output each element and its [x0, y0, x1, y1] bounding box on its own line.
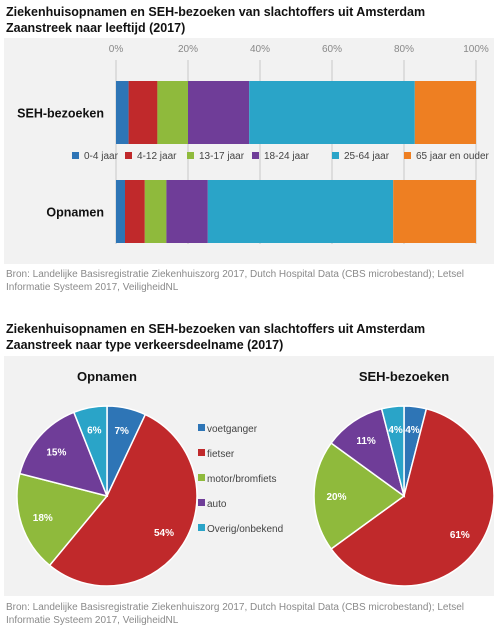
legend-swatch-13-17-jaar: [187, 152, 194, 159]
chart2-title-line2: Zaanstreek naar type verkeersdeelname (2…: [6, 338, 284, 352]
bar-segment-seh-bezoeken-4-12-jaar: [128, 81, 158, 144]
legend-label-fietser: fietser: [207, 449, 235, 460]
legend-swatch-auto: [198, 499, 205, 506]
legend-label-13-17-jaar: 13-17 jaar: [199, 151, 245, 162]
legend-swatch-fietser: [198, 449, 205, 456]
legend-swatch-voetganger: [198, 424, 205, 431]
legend-label-0-4-jaar: 0-4 jaar: [84, 151, 119, 162]
x-tick-label: 80%: [394, 44, 414, 55]
legend-swatch-18-24-jaar: [252, 152, 259, 159]
chart2-source-line2: Informatie Systeem 2017, VeiligheidNL: [6, 615, 179, 626]
category-label-seh-bezoeken: SEH-bezoeken: [17, 107, 104, 121]
x-tick-label: 40%: [250, 44, 270, 55]
legend-swatch-0-4-jaar: [72, 152, 79, 159]
legend-label-overig-onbekend: Overig/onbekend: [207, 524, 283, 535]
pie-value-label-seh-bezoeken-fietser: 61%: [450, 530, 470, 541]
legend-label-voetganger: voetganger: [207, 424, 258, 435]
pie-slice-seh-bezoeken-motor-bromfiets: [313, 442, 406, 550]
category-label-opnamen: Opnamen: [46, 206, 104, 220]
chart1-source-line1: Bron: Landelijke Basisregistratie Zieken…: [6, 269, 465, 280]
chart1-source: Bron: Landelijke Basisregistratie Zieken…: [6, 268, 494, 294]
pie-title-opnamen: Opnamen: [77, 369, 137, 384]
pie-slice-opnamen-overig-onbekend: [72, 405, 108, 497]
chart1-source-line2: Informatie Systeem 2017, VeiligheidNL: [6, 282, 179, 293]
pie-value-label-seh-bezoeken-overig-onbekend: 4%: [388, 425, 403, 436]
chart1-title-line2: Zaanstreek naar leeftijd (2017): [6, 21, 186, 35]
bar-segment-opnamen-0-4-jaar: [116, 180, 125, 243]
pie-value-label-opnamen-auto: 15%: [46, 447, 66, 458]
chart2-source-line1: Bron: Landelijke Basisregistratie Zieken…: [6, 602, 465, 613]
chart2-source: Bron: Landelijke Basisregistratie Zieken…: [6, 601, 494, 627]
bar-segment-opnamen-13-17-jaar: [144, 180, 167, 243]
legend-swatch-motor-bromfiets: [198, 474, 205, 481]
x-tick-label: 0%: [109, 44, 124, 55]
pie-title-seh-bezoeken: SEH-bezoeken: [359, 369, 449, 384]
legend-label-18-24-jaar: 18-24 jaar: [264, 151, 310, 162]
pie-slice-opnamen-motor-bromfiets: [16, 472, 109, 567]
chart1-title: Ziekenhuisopnamen en SEH-bezoeken van sl…: [6, 4, 425, 36]
pie-chart-panel: Opnamen 7% 54% 18% 15% 6% SEH-bezoeken 4% 61% 20%…: [4, 356, 495, 596]
bar-segment-seh-bezoeken-13-17-jaar: [157, 81, 188, 144]
pie-value-label-opnamen-motor-bromfiets: 18%: [33, 513, 53, 524]
bar-segment-opnamen-4-12-jaar: [125, 180, 145, 243]
legend-swatch-4-12-jaar: [125, 152, 132, 159]
bar-segment-seh-bezoeken-25-64-jaar: [249, 81, 415, 144]
chart2-title-line1: Ziekenhuisopnamen en SEH-bezoeken van sl…: [6, 322, 426, 336]
bar-chart-panel: 0% 20% 40% 60% 80% 100% SEH-bezoeken Opnamen 0-4…: [4, 38, 494, 264]
bar-segment-seh-bezoeken-65-jaar-en-ouder: [414, 81, 476, 144]
legend-swatch-overig-onbekend: [198, 524, 205, 531]
pie-charts: Opnamen 7% 54% 18% 15% 6% SEH-bezoeken 4% 61% 20%…: [16, 369, 495, 587]
bar-segment-opnamen-65-jaar-en-ouder: [393, 180, 476, 243]
pie-value-label-opnamen-overig-onbekend: 6%: [87, 426, 102, 437]
bar-segment-seh-bezoeken-0-4-jaar: [116, 81, 129, 144]
x-tick-label: 20%: [178, 44, 198, 55]
pie-slice-seh-bezoeken-overig-onbekend: [380, 405, 405, 497]
pie-slice-opnamen-fietser: [48, 413, 198, 587]
bar-segment-opnamen-18-24-jaar: [166, 180, 208, 243]
chart2-title: Ziekenhuisopnamen en SEH-bezoeken van sl…: [6, 321, 425, 353]
legend-label-4-12-jaar: 4-12 jaar: [137, 151, 177, 162]
bar-segment-opnamen-25-64-jaar: [207, 180, 394, 243]
pie-value-label-opnamen-fietser: 54%: [154, 528, 174, 539]
legend-label-motor-bromfiets: motor/bromfiets: [207, 474, 276, 485]
pie-value-label-opnamen-voetganger: 7%: [114, 426, 129, 437]
pie-slice-seh-bezoeken-fietser: [330, 407, 495, 587]
x-tick-label: 60%: [322, 44, 342, 55]
chart1-title-line1: Ziekenhuisopnamen en SEH-bezoeken van sl…: [6, 5, 426, 19]
legend-swatch-25-64-jaar: [332, 152, 339, 159]
legend-label-65-jaar-en-ouder: 65 jaar en ouder: [416, 151, 490, 162]
bar-segment-seh-bezoeken-18-24-jaar: [188, 81, 250, 144]
bar-chart: 0% 20% 40% 60% 80% 100% SEH-bezoeken Opnamen 0-4…: [17, 44, 490, 244]
pie-slice-opnamen-auto: [18, 411, 109, 498]
pie-value-label-seh-bezoeken-motor-bromfiets: 20%: [326, 492, 346, 503]
legend-label-25-64-jaar: 25-64 jaar: [344, 151, 390, 162]
pie-value-label-seh-bezoeken-voetganger: 4%: [405, 425, 420, 436]
pie-value-label-seh-bezoeken-auto: 11%: [356, 436, 376, 447]
legend-swatch-65-jaar-en-ouder: [404, 152, 411, 159]
legend-label-auto: auto: [207, 499, 227, 510]
x-tick-label: 100%: [463, 44, 489, 55]
